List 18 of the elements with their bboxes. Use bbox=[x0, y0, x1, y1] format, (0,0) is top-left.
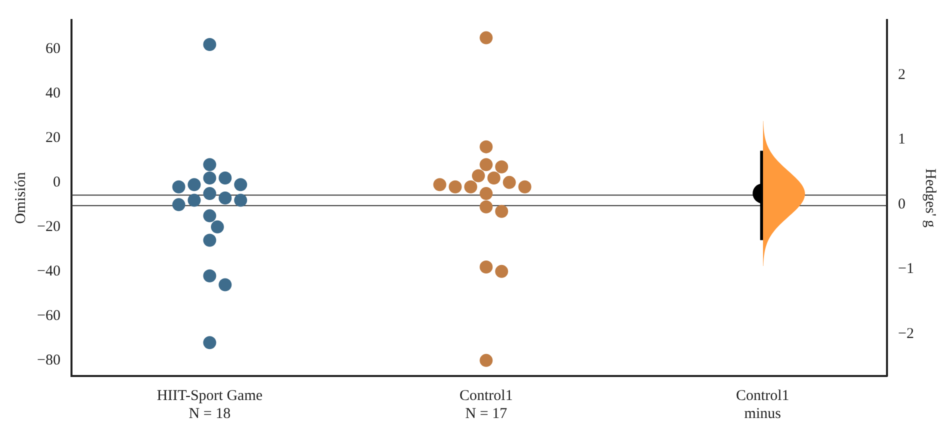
x-tick-label: HIIT-Sport Game N = 18 bbox=[156, 388, 263, 422]
y2-tick-label: −1 bbox=[898, 261, 914, 278]
y-axis-title: Omisión bbox=[12, 172, 29, 224]
x-tick-label: Control1 minus bbox=[736, 388, 790, 422]
y-tick-label: 20 bbox=[45, 130, 60, 146]
y2-tick-label: 1 bbox=[898, 132, 906, 148]
y-tick-label: 0 bbox=[52, 174, 60, 190]
y2-tick-label: −2 bbox=[898, 326, 914, 342]
y-tick-label: 60 bbox=[45, 40, 60, 57]
y2-tick-label: 0 bbox=[898, 196, 906, 212]
x-tick-label: Control1 N = 17 bbox=[459, 388, 513, 422]
y-tick-label: −60 bbox=[36, 308, 60, 324]
y-tick-label: −40 bbox=[36, 263, 60, 280]
y2-axis-title: Hedges' g bbox=[922, 168, 938, 228]
y-tick-label: 40 bbox=[45, 85, 60, 102]
y2-tick-label: 2 bbox=[898, 66, 906, 83]
y-tick-label: −80 bbox=[36, 352, 60, 368]
y-tick-label: −20 bbox=[36, 218, 60, 235]
